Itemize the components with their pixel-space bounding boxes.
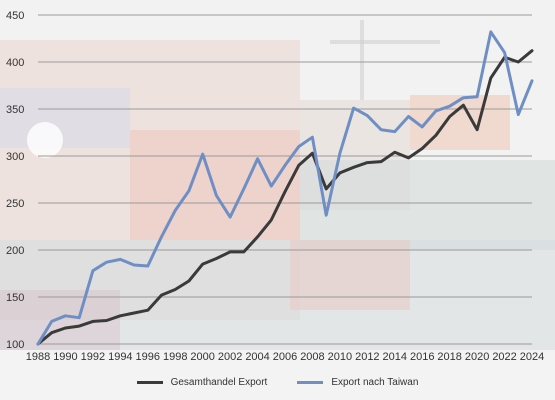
y-tick-label: 450 bbox=[6, 10, 24, 22]
x-tick-label: 1988 bbox=[26, 351, 50, 363]
legend-swatch-gesamthandel bbox=[136, 380, 163, 384]
series-lines bbox=[36, 30, 534, 346]
x-tick-label: 2008 bbox=[300, 351, 324, 363]
x-tick-label: 2018 bbox=[437, 351, 461, 363]
x-tick-label: 1996 bbox=[136, 351, 160, 363]
y-tick-label: 250 bbox=[6, 198, 24, 210]
x-tick-label: 1992 bbox=[81, 351, 105, 363]
gridlines bbox=[38, 14, 532, 345]
x-tick-label: 2020 bbox=[465, 351, 489, 363]
x-tick-label: 2000 bbox=[190, 351, 214, 363]
legend-item-taiwan: Export nach Taiwan bbox=[297, 377, 418, 388]
y-tick-label: 400 bbox=[6, 57, 24, 69]
x-tick-label: 2024 bbox=[520, 351, 544, 363]
x-tick-label: 2002 bbox=[218, 351, 242, 363]
x-tick-label: 2004 bbox=[245, 351, 269, 363]
x-tick-label: 2014 bbox=[383, 351, 407, 363]
x-tick-label: 2022 bbox=[492, 351, 516, 363]
x-tick-label: 2016 bbox=[410, 351, 434, 363]
y-tick-label: 200 bbox=[6, 245, 24, 257]
legend-label-taiwan: Export nach Taiwan bbox=[331, 376, 419, 388]
legend-label-gesamthandel: Gesamthandel Export bbox=[170, 376, 268, 388]
y-tick-label: 350 bbox=[6, 104, 24, 116]
x-axis-tick-labels: 1988 1990 1992 1994 1996 1998 2000 2002 2004 2006… bbox=[26, 351, 544, 363]
legend: Gesamthandel Export Export nach Taiwan bbox=[0, 372, 555, 392]
y-tick-label: 100 bbox=[6, 339, 24, 351]
legend-swatch-taiwan bbox=[297, 380, 324, 384]
x-tick-label: 1994 bbox=[108, 351, 132, 363]
x-tick-label: 2006 bbox=[273, 351, 297, 363]
x-tick-label: 2012 bbox=[355, 351, 379, 363]
x-tick-label: 2010 bbox=[328, 351, 352, 363]
legend-item-gesamthandel: Gesamthandel Export bbox=[136, 376, 268, 388]
x-tick-label: 1998 bbox=[163, 351, 187, 363]
y-tick-label: 150 bbox=[6, 292, 24, 304]
y-axis-tick-labels: 100 150 200 250 300 350 400 450 bbox=[6, 10, 24, 351]
series-line-taiwan bbox=[36, 30, 534, 346]
y-tick-label: 300 bbox=[6, 151, 24, 163]
x-tick-label: 1990 bbox=[53, 351, 77, 363]
series-line-gesamthandel bbox=[36, 49, 534, 346]
